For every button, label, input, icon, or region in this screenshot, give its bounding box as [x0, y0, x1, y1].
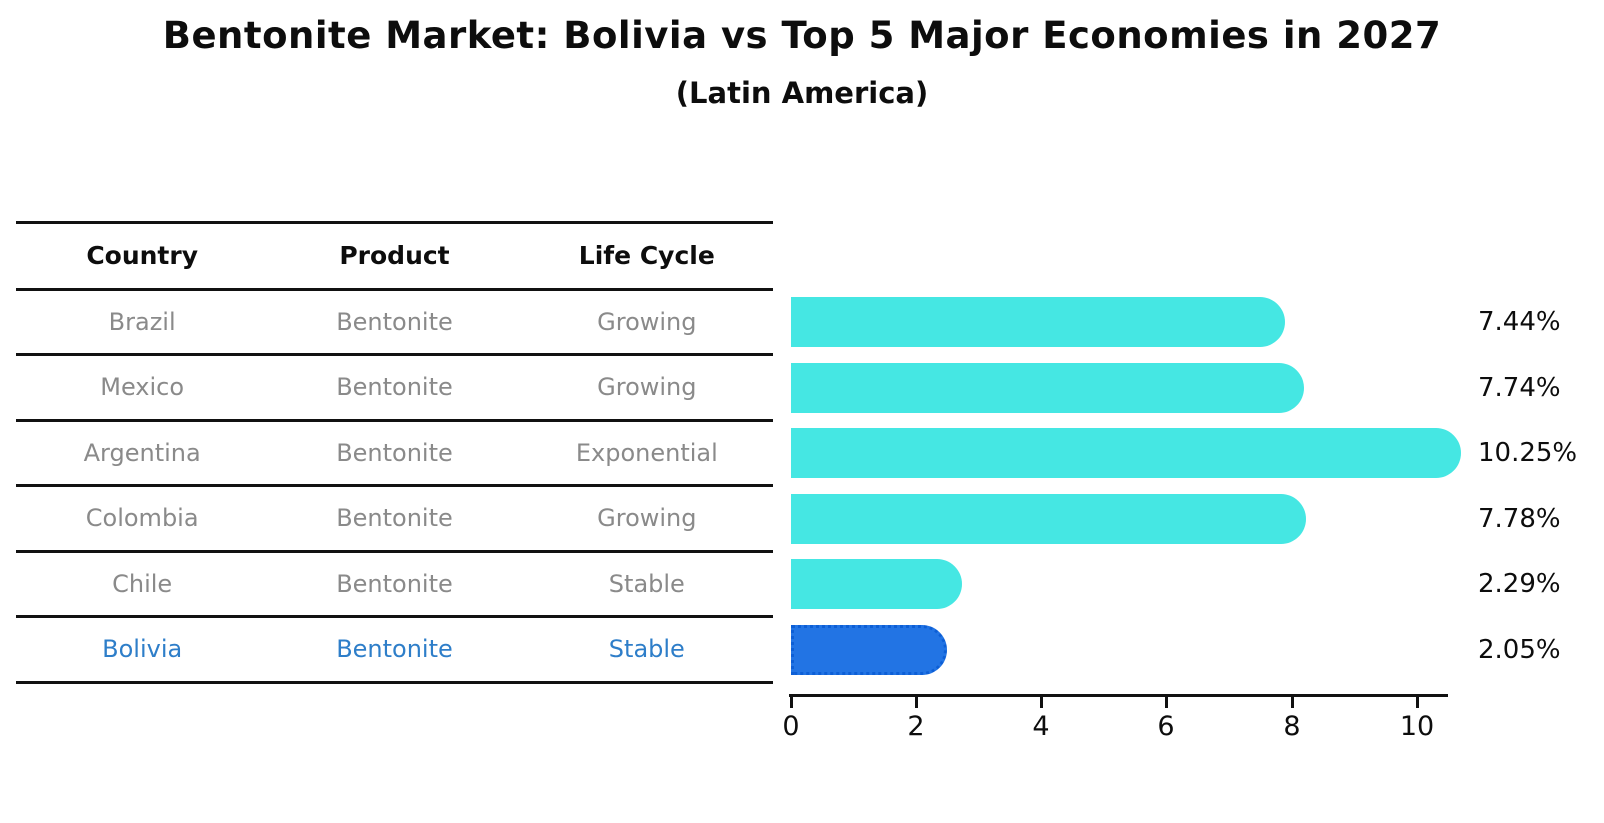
value-label: 7.78% [1478, 503, 1561, 534]
table-header-row: Country Product Life Cycle [16, 222, 773, 289]
life-cycle-cell: Growing [597, 307, 697, 336]
column-header-life-cycle: Life Cycle [578, 241, 715, 270]
table-row-rule [16, 419, 773, 422]
table-row: Mexico Bentonite Growing [16, 355, 773, 420]
table-bottom-rule [16, 681, 773, 684]
country-cell: Chile [112, 569, 173, 598]
table-row-rule [16, 353, 773, 356]
bar [791, 362, 1304, 413]
product-cell: Bentonite [336, 307, 453, 336]
value-label: 7.44% [1478, 307, 1561, 337]
country-cell: Bolivia [102, 635, 183, 663]
x-axis-line [789, 694, 1448, 697]
country-cell: Brazil [108, 307, 176, 336]
product-cell: Bentonite [336, 373, 453, 401]
table-row-rule [16, 484, 773, 487]
life-cycle-cell: Growing [597, 373, 697, 401]
x-axis-tick [1165, 697, 1168, 708]
bar [791, 559, 963, 609]
table-row: Brazil Bentonite Growing [16, 289, 773, 354]
value-label: 10.25% [1478, 438, 1578, 468]
bar [791, 493, 1306, 544]
country-cell: Colombia [85, 504, 199, 532]
value-label: 2.05% [1478, 634, 1561, 665]
x-axis-tick-label: 4 [1032, 711, 1050, 742]
table-row-rule [16, 550, 773, 553]
column-header-country: Country [86, 241, 199, 270]
chart-title: Bentonite Market: Bolivia vs Top 5 Major… [162, 14, 1442, 57]
bar [791, 624, 948, 675]
life-cycle-cell: Stable [608, 635, 685, 663]
x-axis-tick-label: 8 [1283, 711, 1301, 742]
x-axis-tick-label: 2 [907, 711, 925, 742]
country-cell: Argentina [83, 438, 201, 467]
product-cell: Bentonite [336, 438, 453, 467]
life-cycle-cell: Growing [597, 504, 697, 532]
product-cell: Bentonite [336, 504, 453, 532]
table-top-rule [16, 221, 773, 224]
table-row: Chile Bentonite Stable [16, 551, 773, 616]
table-row: Argentina Bentonite Exponential [16, 420, 773, 485]
x-axis-tick [790, 697, 793, 708]
x-axis-tick [915, 697, 918, 708]
life-cycle-cell: Stable [608, 569, 685, 598]
x-axis-tick-label: 10 [1399, 711, 1435, 742]
column-header-product: Product [339, 241, 450, 270]
bar [791, 297, 1285, 347]
value-label: 7.74% [1478, 372, 1561, 403]
table-row: Colombia Bentonite Growing [16, 486, 773, 551]
x-axis-tick [1291, 697, 1294, 708]
table-row-rule [16, 615, 773, 618]
table-row: Bolivia Bentonite Stable [16, 617, 773, 682]
x-axis-tick-label: 6 [1157, 711, 1175, 742]
x-axis-tick-label: 0 [782, 711, 800, 742]
product-cell: Bentonite [336, 569, 453, 598]
country-cell: Mexico [100, 373, 185, 401]
table-header-rule [16, 288, 773, 291]
x-axis-tick [1040, 697, 1043, 708]
life-cycle-cell: Exponential [575, 438, 718, 467]
value-label: 2.29% [1478, 569, 1561, 599]
product-cell: Bentonite [336, 635, 453, 663]
bar [791, 428, 1461, 478]
chart-subtitle: (Latin America) [675, 76, 929, 110]
x-axis-tick [1416, 697, 1419, 708]
